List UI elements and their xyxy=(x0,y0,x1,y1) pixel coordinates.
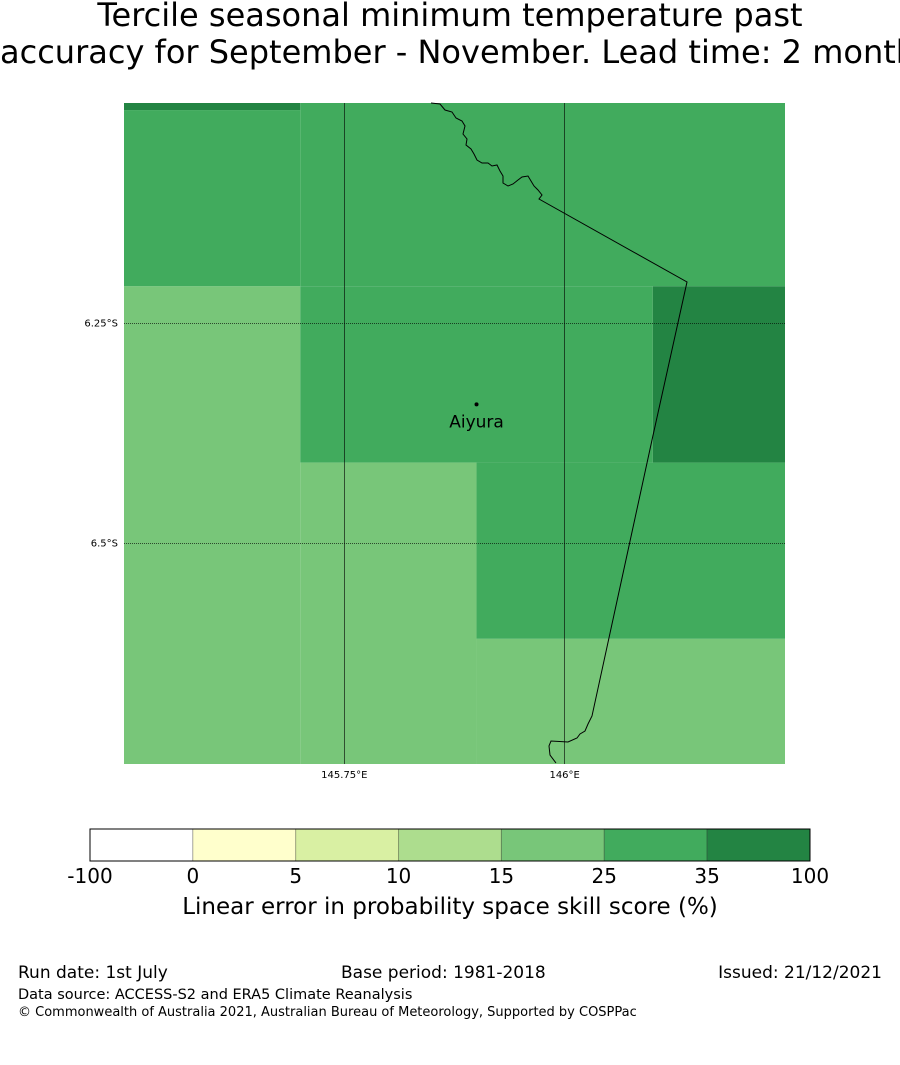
axis-labels: 6.25°S 6.5°S 145.75°E 146°E xyxy=(84,318,579,781)
colorbar-tick-5: 25 xyxy=(591,864,618,888)
colorbar-outline xyxy=(89,828,811,862)
base-period: Base period: 1981-2018 xyxy=(341,963,546,983)
skill-grid xyxy=(124,103,785,764)
skill-cell-5 xyxy=(652,286,785,463)
lat-tick-label-6.5s: 6.5°S xyxy=(91,539,118,550)
copyright-notice: © Commonwealth of Australia 2021, Austra… xyxy=(18,1005,637,1020)
colorbar-swatch-2 xyxy=(295,828,400,862)
lon-tick-label-145.75e: 145.75°E xyxy=(321,770,367,781)
lon-tick-label-146e: 146°E xyxy=(549,770,579,781)
colorbar-label: Linear error in probability space skill … xyxy=(182,894,718,920)
skill-cell-8 xyxy=(476,638,785,764)
skill-cell-2 xyxy=(300,103,785,287)
colorbar-tick-0: -100 xyxy=(67,864,113,888)
skill-cell-6 xyxy=(300,462,477,764)
run-date: Run date: 1st July xyxy=(18,963,168,983)
colorbar-tick-3: 10 xyxy=(385,864,412,888)
map-title-line-1: Tercile seasonal minimum temperature pas… xyxy=(97,0,803,33)
colorbar-tick-1: 0 xyxy=(186,864,200,888)
lat-tick-label-6.25s: 6.25°S xyxy=(84,318,118,329)
colorbar-tick-2: 5 xyxy=(289,864,303,888)
map-title-line-2: accuracy for September - November. Lead … xyxy=(0,34,900,70)
skill-cell-0 xyxy=(124,103,301,111)
location-aiyura: Aiyura xyxy=(449,402,504,432)
skill-cell-7 xyxy=(476,462,785,639)
colorbar-swatch-0 xyxy=(89,828,194,862)
colorbar-tick-4: 15 xyxy=(488,864,515,888)
colorbar-tick-7: 100 xyxy=(790,864,830,888)
colorbar-tick-6: 35 xyxy=(694,864,720,888)
location-label: Aiyura xyxy=(449,412,504,432)
data-source: Data source: ACCESS-S2 and ERA5 Climate … xyxy=(18,987,413,1003)
skill-cell-1 xyxy=(124,110,301,287)
colorbar-swatch-4 xyxy=(500,828,605,862)
colorbar-swatch-6 xyxy=(706,828,811,862)
skill-cell-4 xyxy=(300,286,653,463)
country-border-line xyxy=(430,102,688,764)
colorbar-swatch-3 xyxy=(398,828,502,862)
skill-cell-3 xyxy=(124,286,301,764)
colorbar-swatch-5 xyxy=(603,828,708,862)
colorbar xyxy=(89,828,811,862)
issued-date: Issued: 21/12/2021 xyxy=(718,963,882,983)
colorbar-swatch-1 xyxy=(192,828,297,862)
location-dot-icon xyxy=(474,402,479,407)
